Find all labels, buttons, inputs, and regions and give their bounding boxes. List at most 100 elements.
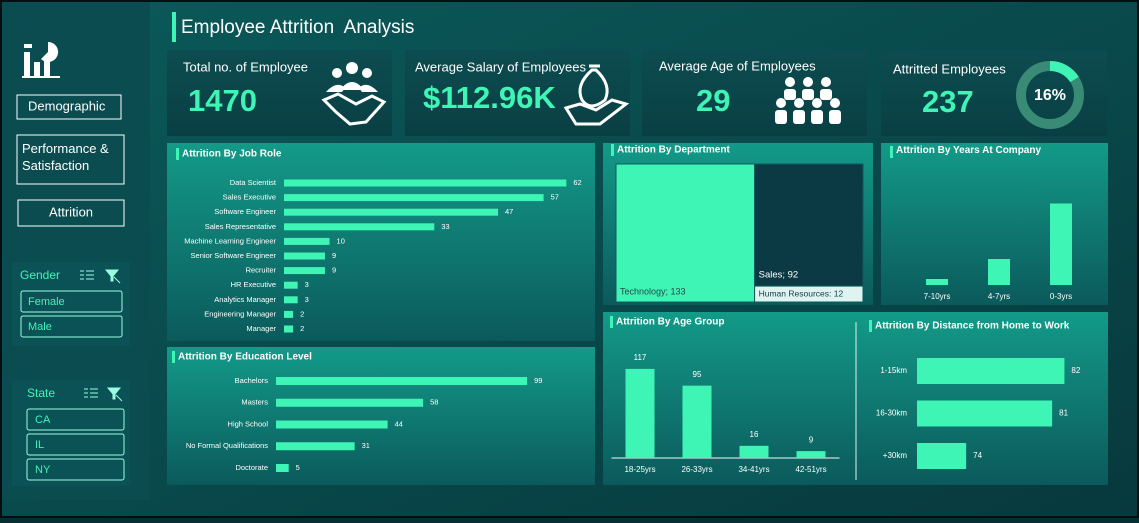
title-accent xyxy=(890,146,893,158)
donut-arc xyxy=(1016,61,1084,129)
treemap-tile xyxy=(754,163,864,287)
bar xyxy=(917,358,1065,384)
category-label: Bachelors xyxy=(235,376,269,385)
kpi-title: Average Salary of Employees xyxy=(415,59,587,74)
nav-text[interactable]: Demographic xyxy=(28,98,106,113)
filter-title: State xyxy=(27,386,55,400)
bar xyxy=(284,252,325,260)
category-label: Manager xyxy=(246,324,276,333)
nav-text[interactable]: Attrition xyxy=(49,204,93,219)
title-accent xyxy=(172,12,176,42)
bar xyxy=(276,398,424,407)
kpi-title: Total no. of Employee xyxy=(183,59,308,74)
bar xyxy=(276,377,528,385)
data-label: 10 xyxy=(337,236,345,245)
nav-box: Performance & Satisfaction xyxy=(22,141,109,173)
data-label: 9 xyxy=(809,435,814,444)
filter-panel xyxy=(12,262,130,346)
donut-label: 16% xyxy=(1034,87,1066,104)
data-label: 9 xyxy=(332,266,336,275)
filter-item[interactable]: IL xyxy=(35,439,44,451)
people-icon xyxy=(321,62,387,126)
x-tick-label: 42-51yrs xyxy=(795,465,826,474)
tile-label: Technology; 133 xyxy=(620,286,686,296)
title-accent xyxy=(172,351,175,363)
bar xyxy=(1050,203,1072,285)
bar xyxy=(739,445,769,458)
nav-button[interactable] xyxy=(16,94,122,120)
filter-item[interactable]: CA xyxy=(35,414,51,426)
kpi-value: $112.96K xyxy=(423,80,556,115)
data-label: 3 xyxy=(305,295,309,304)
bar xyxy=(625,368,655,458)
data-label: 16 xyxy=(750,430,759,439)
category-label: Senior Software Engineer xyxy=(191,251,277,260)
kpi-title: Average Age of Employees xyxy=(659,58,816,73)
filter-item[interactable]: Male xyxy=(28,321,52,333)
data-label: 47 xyxy=(505,207,513,216)
data-label: 81 xyxy=(1059,409,1068,418)
x-tick-label: 7-10yrs xyxy=(924,292,951,301)
category-label: 16-30km xyxy=(876,409,907,418)
filter-item-box[interactable] xyxy=(26,433,125,456)
x-tick-label: 26-33yrs xyxy=(681,465,712,474)
filter-item-box[interactable] xyxy=(20,290,123,313)
chart-title: Attrition By Years At Company xyxy=(896,145,1042,156)
bar xyxy=(284,325,294,333)
title-accent xyxy=(869,320,872,332)
bar xyxy=(284,179,567,187)
data-label: 74 xyxy=(973,451,982,460)
bar xyxy=(988,259,1010,285)
nav-button[interactable] xyxy=(16,134,125,185)
filter-icons[interactable] xyxy=(80,269,121,284)
filter-item-box[interactable] xyxy=(20,315,123,338)
x-tick-label: 4-7yrs xyxy=(988,292,1010,301)
nav-button[interactable] xyxy=(17,199,125,227)
filter-item[interactable]: NY xyxy=(35,464,51,476)
bar xyxy=(276,442,355,451)
category-label: HR Executive xyxy=(231,280,276,289)
tile-label: Sales; 92 xyxy=(759,270,799,281)
x-tick-label: 18-25yrs xyxy=(624,465,655,474)
category-label: Machine Learning Engineer xyxy=(184,236,276,245)
data-label: 3 xyxy=(305,280,309,289)
data-label: 58 xyxy=(430,398,438,407)
nav-text[interactable]: Performance & Satisfaction xyxy=(22,141,109,173)
bar xyxy=(796,451,826,458)
bar xyxy=(276,464,289,472)
bar xyxy=(284,237,330,245)
group-icon xyxy=(775,77,841,124)
bar xyxy=(276,420,388,429)
bar xyxy=(284,281,298,289)
data-label: 95 xyxy=(693,370,702,379)
chart-title: Attrition By Education Level xyxy=(178,352,312,363)
salary-icon xyxy=(563,64,630,126)
category-label: Analytics Manager xyxy=(214,295,276,304)
kpi-value: 29 xyxy=(696,83,730,118)
chart-panel xyxy=(167,143,595,341)
kpi-value: 237 xyxy=(922,84,974,119)
bar xyxy=(284,296,298,304)
data-label: 117 xyxy=(634,353,647,362)
filter-icons[interactable] xyxy=(84,387,123,402)
filter-item-box[interactable] xyxy=(26,408,125,431)
filter-panel xyxy=(12,380,130,486)
kpi-card xyxy=(405,50,630,136)
kpi-value: 1470 xyxy=(188,83,257,118)
category-label: +30km xyxy=(883,451,908,460)
title-accent xyxy=(610,316,613,328)
chart-title: Attrition By Distance from Home to Work xyxy=(875,321,1070,332)
bar xyxy=(917,400,1053,427)
category-label: Software Engineer xyxy=(214,207,276,216)
chart-title-box: Attrition By Years At Company xyxy=(896,145,1042,156)
chart-title: Attrition By Age Group xyxy=(616,317,725,328)
filter-item-box[interactable] xyxy=(26,458,125,481)
category-label: Sales Representative xyxy=(205,222,276,231)
data-label: 99 xyxy=(534,376,542,385)
bar xyxy=(284,194,544,202)
category-label: Data Scientist xyxy=(230,178,277,187)
chart-panel xyxy=(167,347,595,485)
filter-item[interactable]: Female xyxy=(28,296,65,308)
category-label: Recruiter xyxy=(246,266,277,275)
